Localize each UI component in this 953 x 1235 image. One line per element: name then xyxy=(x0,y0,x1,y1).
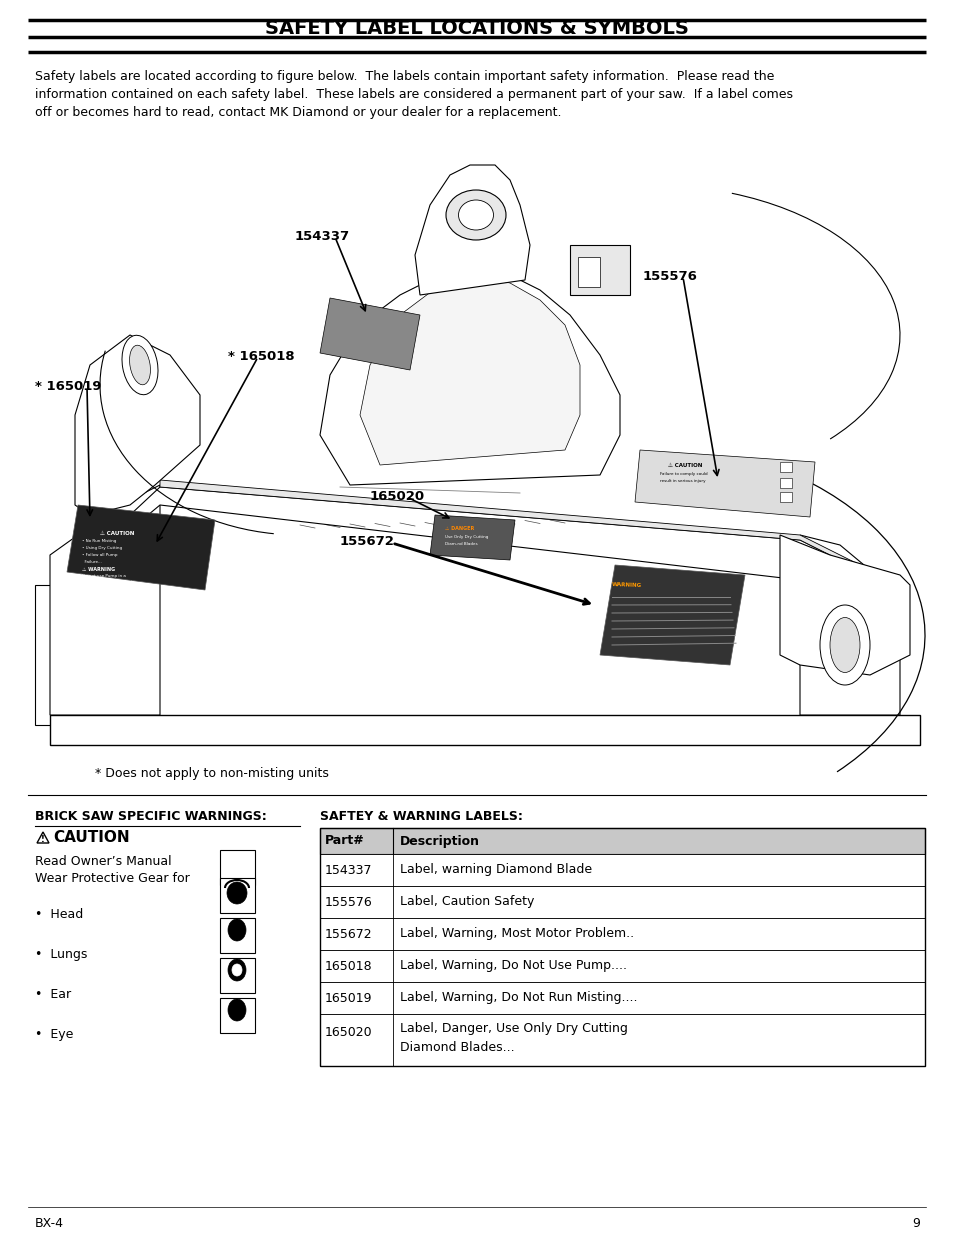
Ellipse shape xyxy=(227,882,247,904)
Text: Use Only Dry Cutting: Use Only Dry Cutting xyxy=(444,535,488,538)
Polygon shape xyxy=(319,270,619,485)
Bar xyxy=(220,918,254,953)
Text: 165020: 165020 xyxy=(325,1026,373,1039)
Text: Failure to comply could: Failure to comply could xyxy=(659,472,707,475)
Bar xyxy=(780,462,791,472)
Bar xyxy=(319,1014,924,1066)
Text: Label, Danger, Use Only Dry Cutting: Label, Danger, Use Only Dry Cutting xyxy=(399,1023,627,1035)
Text: 165019: 165019 xyxy=(325,992,372,1004)
Text: Label, Caution Safety: Label, Caution Safety xyxy=(399,895,534,909)
Ellipse shape xyxy=(232,965,242,976)
Bar xyxy=(319,982,924,1014)
Text: Label, Warning, Do Not Run Misting....: Label, Warning, Do Not Run Misting.... xyxy=(399,992,637,1004)
Text: result in serious injury: result in serious injury xyxy=(659,479,705,483)
Text: Do not use Pump in a: Do not use Pump in a xyxy=(82,574,126,578)
Text: • Follow all Pump: • Follow all Pump xyxy=(82,553,117,557)
Text: Part#: Part# xyxy=(325,835,364,847)
Text: 155672: 155672 xyxy=(325,927,373,941)
Text: ⚠ CAUTION: ⚠ CAUTION xyxy=(667,463,701,468)
Polygon shape xyxy=(50,485,160,715)
Text: Failure...: Failure... xyxy=(82,559,102,564)
Text: * 165018: * 165018 xyxy=(228,350,294,363)
Text: off or becomes hard to read, contact MK Diamond or your dealer for a replacement: off or becomes hard to read, contact MK … xyxy=(35,106,561,119)
Text: * 165019: * 165019 xyxy=(35,380,101,393)
Bar xyxy=(220,850,254,885)
Text: • Using Dry Cutting: • Using Dry Cutting xyxy=(82,546,122,550)
Ellipse shape xyxy=(829,618,859,673)
Text: Safety labels are located according to figure below.  The labels contain importa: Safety labels are located according to f… xyxy=(35,70,774,83)
Polygon shape xyxy=(319,298,419,370)
Text: 154337: 154337 xyxy=(325,863,372,877)
Ellipse shape xyxy=(122,335,158,395)
Bar xyxy=(50,715,919,745)
Text: * Does not apply to non-misting units: * Does not apply to non-misting units xyxy=(95,767,329,781)
Polygon shape xyxy=(160,480,869,576)
Bar xyxy=(780,478,791,488)
Text: BRICK SAW SPECIFIC WARNINGS:: BRICK SAW SPECIFIC WARNINGS: xyxy=(35,810,267,823)
Bar xyxy=(319,827,924,1066)
Bar xyxy=(578,257,599,287)
Polygon shape xyxy=(635,450,814,517)
Polygon shape xyxy=(599,564,744,664)
Polygon shape xyxy=(67,505,214,590)
Text: information contained on each safety label.  These labels are considered a perma: information contained on each safety lab… xyxy=(35,88,792,101)
Text: Diam-nd Blades: Diam-nd Blades xyxy=(444,542,477,546)
Bar xyxy=(319,950,924,982)
Text: Label, Warning, Do Not Use Pump....: Label, Warning, Do Not Use Pump.... xyxy=(399,960,626,972)
Text: Label, Warning, Most Motor Problem..: Label, Warning, Most Motor Problem.. xyxy=(399,927,634,941)
Text: !: ! xyxy=(41,835,45,844)
Text: 165018: 165018 xyxy=(325,960,373,972)
Text: SAFTEY & WARNING LABELS:: SAFTEY & WARNING LABELS: xyxy=(319,810,522,823)
Text: 154337: 154337 xyxy=(294,230,350,243)
Text: ⚠ WARNING: ⚠ WARNING xyxy=(82,567,115,572)
Bar xyxy=(220,878,254,913)
Bar xyxy=(319,885,924,918)
Bar xyxy=(220,958,254,993)
Text: WARNING: WARNING xyxy=(612,582,641,588)
Ellipse shape xyxy=(228,919,246,941)
Text: • No Run Misting: • No Run Misting xyxy=(82,538,116,543)
Ellipse shape xyxy=(228,999,246,1021)
Text: Flammable Environment: Flammable Environment xyxy=(82,580,132,584)
Text: BX-4: BX-4 xyxy=(35,1216,64,1230)
Polygon shape xyxy=(37,832,49,844)
Text: Wear Protective Gear for: Wear Protective Gear for xyxy=(35,872,190,885)
Polygon shape xyxy=(359,277,579,466)
Ellipse shape xyxy=(446,190,505,240)
Text: ⚠ DANGER: ⚠ DANGER xyxy=(444,526,474,531)
Bar xyxy=(569,245,629,295)
Polygon shape xyxy=(780,535,909,676)
Polygon shape xyxy=(800,535,899,715)
Text: Description: Description xyxy=(399,835,479,847)
Polygon shape xyxy=(430,515,515,559)
Text: Read Owner’s Manual: Read Owner’s Manual xyxy=(35,855,172,868)
Text: Label, warning Diamond Blade: Label, warning Diamond Blade xyxy=(399,863,592,877)
Bar xyxy=(319,853,924,885)
Text: •  Ear: • Ear xyxy=(35,988,71,1002)
Text: •  Head: • Head xyxy=(35,908,83,921)
Ellipse shape xyxy=(458,200,493,230)
Text: 155672: 155672 xyxy=(339,535,395,548)
Bar xyxy=(780,492,791,501)
Ellipse shape xyxy=(130,346,151,385)
Text: •  Lungs: • Lungs xyxy=(35,948,88,961)
Text: CAUTION: CAUTION xyxy=(53,830,130,845)
Bar xyxy=(35,585,73,725)
Polygon shape xyxy=(75,335,200,515)
Text: Diamond Blades...: Diamond Blades... xyxy=(399,1041,514,1055)
Polygon shape xyxy=(415,165,530,295)
Text: 155576: 155576 xyxy=(325,895,373,909)
Text: •  Eye: • Eye xyxy=(35,1028,73,1041)
Ellipse shape xyxy=(228,960,246,981)
Bar xyxy=(319,918,924,950)
Ellipse shape xyxy=(820,605,869,685)
Bar xyxy=(220,998,254,1032)
Text: SAFETY LABEL LOCATIONS & SYMBOLS: SAFETY LABEL LOCATIONS & SYMBOLS xyxy=(265,19,688,37)
Text: ⚠ CAUTION: ⚠ CAUTION xyxy=(100,531,134,536)
Bar xyxy=(319,827,924,853)
Polygon shape xyxy=(130,487,869,595)
Text: 9: 9 xyxy=(911,1216,919,1230)
Text: 155576: 155576 xyxy=(642,270,698,283)
Text: 165020: 165020 xyxy=(370,490,425,503)
